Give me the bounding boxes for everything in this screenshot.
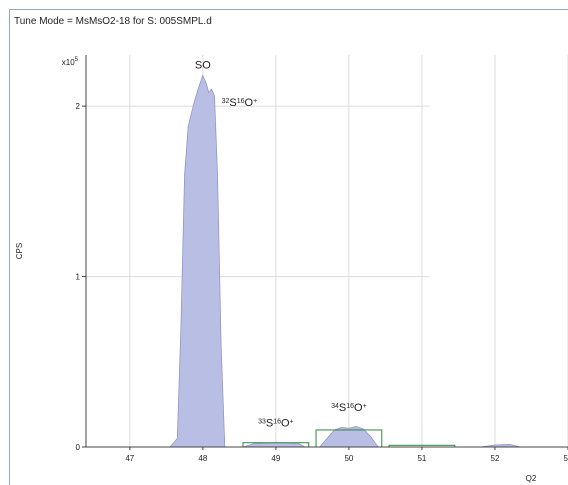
x-tick-label: 51: [417, 454, 426, 463]
peak-annotation: 33S16O+: [258, 418, 294, 430]
spectrum-series: [169, 74, 521, 448]
y-tick-label: 2: [76, 102, 81, 111]
y-multiplier: x105: [62, 57, 79, 67]
x-tick-label: 47: [125, 454, 134, 463]
x-tick-label: 53: [564, 454, 568, 463]
x-axis-label: Q2: [526, 474, 537, 483]
annotations: SO 32S16O+ 33S16O+ 34S16O+: [195, 60, 367, 430]
peak-annotation: 32S16O+: [222, 97, 258, 109]
x-tick-label: 49: [271, 454, 280, 463]
y-tick-label: 1: [76, 273, 81, 282]
axes: 47 48 49 50 51 52 53 0 1 2 x105 CPS Q2: [15, 55, 568, 483]
x-tick-label: 50: [344, 454, 353, 463]
grid-lines: [86, 55, 568, 447]
spectrum-area: [169, 74, 521, 448]
chart-frame: [9, 9, 568, 485]
peak-annotation: SO: [195, 60, 211, 72]
x-tick-label: 52: [491, 454, 500, 463]
y-tick-label: 0: [76, 443, 81, 452]
y-axis-label: CPS: [15, 243, 24, 259]
tune-mode-title: Tune Mode = MsMsO2-18 for S: 005SMPL.d: [14, 16, 212, 27]
x-tick-label: 48: [198, 454, 207, 463]
peak-annotation: 34S16O+: [331, 402, 367, 414]
